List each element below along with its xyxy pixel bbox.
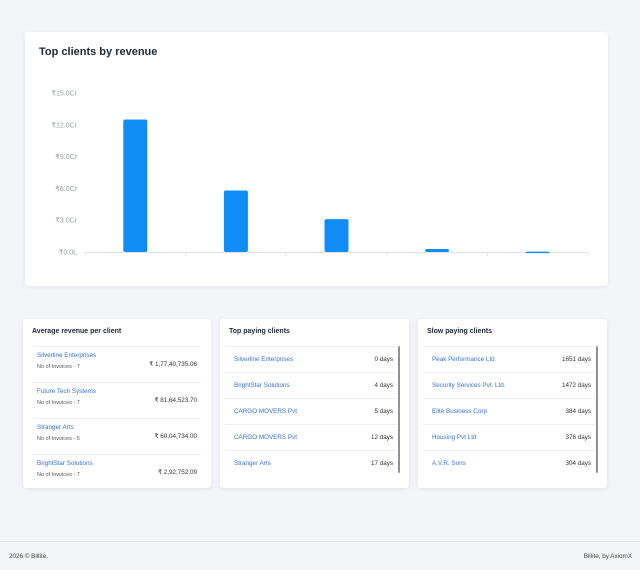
payment-days: 1472 days: [561, 382, 591, 389]
chart-title: Top clients by revenue: [39, 46, 158, 58]
client-link[interactable]: Stranger Arts: [234, 460, 271, 467]
average-amount: ₹ 1,77,40,735.06: [149, 361, 197, 368]
client-link[interactable]: Stranger Arts: [37, 424, 74, 431]
list-item: CARGO MOVERS Pvt 5 days: [225, 398, 397, 424]
payment-days: 5 days: [374, 408, 393, 415]
client-link[interactable]: Future Tech Systems: [37, 388, 97, 395]
average-revenue-list: Silverline Enterprises No of Invoices - …: [23, 346, 211, 488]
client-link[interactable]: BrightStar Solutions: [234, 382, 290, 389]
list-item: Stranger Arts 17 days: [225, 450, 397, 476]
invoice-count: No of Invoices - 5: [37, 436, 80, 442]
client-link[interactable]: Elite Business Corp: [432, 408, 487, 415]
client-link[interactable]: Peak Performance Ltd: [432, 356, 495, 363]
average-amount: ₹ 60,04,734.00: [154, 433, 197, 440]
client-link[interactable]: A.V.R. Sons: [432, 460, 466, 467]
client-link[interactable]: CARGO MOVERS Pvt: [234, 408, 297, 415]
scrollbar[interactable]: [398, 346, 400, 473]
top-paying-list: Silverline Enterprises 0 days BrightStar…: [225, 346, 397, 474]
average-amount: ₹ 81,64,523.70: [154, 397, 197, 404]
client-link[interactable]: CARGO MOVERS Pvt: [234, 434, 297, 441]
panel-title: Top paying clients: [229, 328, 290, 335]
client-link[interactable]: Silverline Enterprises: [37, 352, 97, 359]
scrollbar[interactable]: [596, 346, 598, 473]
list-item: A.V.R. Sons 304 days: [423, 450, 595, 476]
payment-days: 376 days: [565, 434, 591, 441]
list-item: CARGO MOVERS Pvt 12 days: [225, 424, 397, 450]
slow-paying-panel: Slow paying clients Peak Performance Ltd…: [418, 319, 607, 488]
chart-bar[interactable]: [223, 190, 248, 252]
panel-title: Average revenue per client: [32, 328, 122, 335]
top-paying-panel: Top paying clients Silverline Enterprise…: [220, 319, 409, 488]
chart-bar[interactable]: [123, 119, 148, 253]
chart-bar[interactable]: [425, 249, 450, 252]
list-item: BrightStar Solutions No of Invoices - 7 …: [33, 454, 201, 488]
invoice-count: No of Invoices - 7: [37, 472, 80, 478]
y-tick-label: ₹9.0Cr: [55, 153, 77, 161]
top-clients-chart-card: Top clients by revenue ₹0.0L ₹3.0Cr ₹6.0Cr…: [25, 32, 608, 286]
client-link[interactable]: Housing Pvt Ltd: [432, 434, 477, 441]
list-item: Elite Business Corp 384 days: [423, 398, 595, 424]
payment-days: 304 days: [565, 460, 591, 467]
list-item: Security Services Pvt. Ltd. 1472 days: [423, 372, 595, 398]
y-tick-label: ₹0.0L: [59, 249, 77, 257]
revenue-bar-chart: ₹0.0L ₹3.0Cr ₹6.0Cr ₹9.0Cr ₹12.0Cr ₹15.0Cr: [52, 90, 589, 257]
y-tick-label: ₹15.0Cr: [52, 90, 78, 98]
copyright-text: 2026 © Billite.: [9, 553, 48, 560]
invoice-count: No of Invoices - 7: [37, 364, 80, 370]
invoice-count: No of Invoices - 7: [37, 400, 80, 406]
list-item: Stranger Arts No of Invoices - 5 ₹ 60,04…: [33, 418, 201, 454]
payment-days: 1651 days: [561, 356, 591, 363]
payment-days: 12 days: [370, 434, 393, 441]
list-item: Future Tech Systems No of Invoices - 7 ₹…: [33, 382, 201, 418]
list-item: BrightStar Solutions 4 days: [225, 372, 397, 398]
payment-days: 0 days: [374, 356, 393, 363]
list-item: Silverline Enterprises No of Invoices - …: [33, 346, 201, 382]
client-link[interactable]: Silverline Enterprises: [234, 356, 294, 363]
brand-credit: Billite, by AxiomX: [583, 553, 632, 560]
average-revenue-panel: Average revenue per client Silverline En…: [23, 319, 211, 488]
client-link[interactable]: BrightStar Solutions: [37, 460, 93, 467]
client-link[interactable]: Security Services Pvt. Ltd.: [432, 382, 506, 389]
panel-title: Slow paying clients: [427, 328, 492, 335]
y-tick-label: ₹6.0Cr: [55, 185, 77, 193]
average-amount: ₹ 2,92,752.09: [157, 469, 197, 476]
list-item: Peak Performance Ltd 1651 days: [423, 346, 595, 372]
chart-bar[interactable]: [324, 219, 349, 252]
slow-paying-list: Peak Performance Ltd 1651 days Security …: [423, 346, 595, 474]
list-item: Silverline Enterprises 0 days: [225, 346, 397, 372]
payment-days: 17 days: [370, 460, 393, 467]
list-item: Housing Pvt Ltd 376 days: [423, 424, 595, 450]
chart-bar[interactable]: [525, 251, 550, 254]
y-tick-label: ₹3.0Cr: [55, 217, 77, 225]
payment-days: 384 days: [565, 408, 591, 415]
payment-days: 4 days: [374, 382, 393, 389]
y-tick-label: ₹12.0Cr: [52, 121, 78, 129]
footer: 2026 © Billite. Billite, by AxiomX: [0, 541, 640, 570]
